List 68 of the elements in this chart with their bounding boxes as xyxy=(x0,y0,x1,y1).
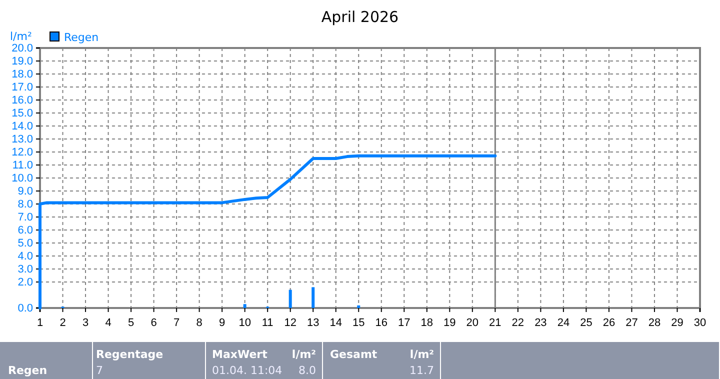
y-tick-label: 17.0 xyxy=(12,82,33,94)
text: 7 xyxy=(96,364,103,377)
y-tick-label: 19.0 xyxy=(12,56,33,68)
text: 11.7 xyxy=(410,364,434,377)
y-tick-label: 4.0 xyxy=(18,250,33,263)
x-tick-label: 6 xyxy=(150,317,157,329)
y-tick-label: 11.0 xyxy=(12,160,33,172)
text: l/m² xyxy=(410,348,434,361)
y-tick-label: 18.0 xyxy=(12,68,33,81)
x-tick-label: 18 xyxy=(420,317,434,329)
x-tick-label: 28 xyxy=(648,317,661,329)
y-tick-label: 15.0 xyxy=(12,108,33,120)
x-tick-label: 27 xyxy=(626,317,638,329)
bar xyxy=(357,305,360,308)
y-tick-label: 14.0 xyxy=(12,120,33,133)
x-tick-label: 30 xyxy=(694,317,706,329)
x-tick-label: 3 xyxy=(82,317,89,329)
y-tick-label: 10.0 xyxy=(12,172,33,185)
x-tick-label: 8 xyxy=(196,317,202,329)
y-tick-label: 9.0 xyxy=(18,186,33,198)
line-series xyxy=(38,154,497,310)
y-tick-label: 6.0 xyxy=(18,224,33,237)
y-tick-label: 2.0 xyxy=(18,276,33,289)
text: l/m² xyxy=(292,348,316,361)
x-tick-label: 2 xyxy=(60,317,66,329)
text: Regentage xyxy=(96,348,164,361)
legend-label: Regen xyxy=(64,31,99,44)
x-tick-label: 4 xyxy=(105,317,112,329)
y-tick-label: 3.0 xyxy=(18,264,33,276)
x-tick-label: 26 xyxy=(602,317,616,329)
x-tick-label: 13 xyxy=(306,317,320,329)
text: MaxWert xyxy=(212,348,268,361)
y-tick-label: 13.0 xyxy=(12,134,33,146)
x-tick-label: 24 xyxy=(557,317,570,329)
x-tick-label: 12 xyxy=(284,317,296,329)
y-tick-label: 7.0 xyxy=(18,212,33,224)
text: 8.0 xyxy=(298,364,316,377)
text: Gesamt xyxy=(330,348,378,361)
x-tick-label: 25 xyxy=(580,317,592,329)
chart-title: April 2026 xyxy=(321,8,399,26)
x-tick-label: 11 xyxy=(262,317,274,329)
y-tick-label: 12.0 xyxy=(12,146,33,159)
x-tick-label: 16 xyxy=(375,317,388,329)
y-tick-label: 0.0 xyxy=(18,302,33,315)
x-tick-label: 15 xyxy=(352,317,365,329)
x-tick-label: 23 xyxy=(534,317,547,329)
x-tick-label: 10 xyxy=(238,317,251,329)
bar xyxy=(288,290,292,308)
y-tick-label: 20.0 xyxy=(12,42,33,55)
bar xyxy=(243,304,246,308)
x-tick-label: 7 xyxy=(173,317,180,329)
y-tick-label: 16.0 xyxy=(12,94,33,107)
x-tick-label: 9 xyxy=(219,317,226,329)
x-tick-label: 17 xyxy=(398,317,410,329)
x-tick-label: 22 xyxy=(512,317,524,329)
x-tick-label: 19 xyxy=(444,317,456,329)
x-tick-label: 20 xyxy=(466,317,479,329)
x-tick-label: 29 xyxy=(671,317,684,329)
x-tick-label: 5 xyxy=(128,317,134,329)
x-tick-label: 1 xyxy=(36,317,44,329)
y-tick-label: 5.0 xyxy=(18,238,33,250)
text: Regen xyxy=(8,364,48,377)
y-tick-label: 8.0 xyxy=(18,198,33,211)
x-tick-label: 21 xyxy=(489,317,502,329)
text: 01.04. 11:04 xyxy=(212,364,282,377)
bar xyxy=(312,287,315,308)
y-axis-title: l/m² xyxy=(10,30,32,43)
x-tick-label: 14 xyxy=(330,317,342,329)
